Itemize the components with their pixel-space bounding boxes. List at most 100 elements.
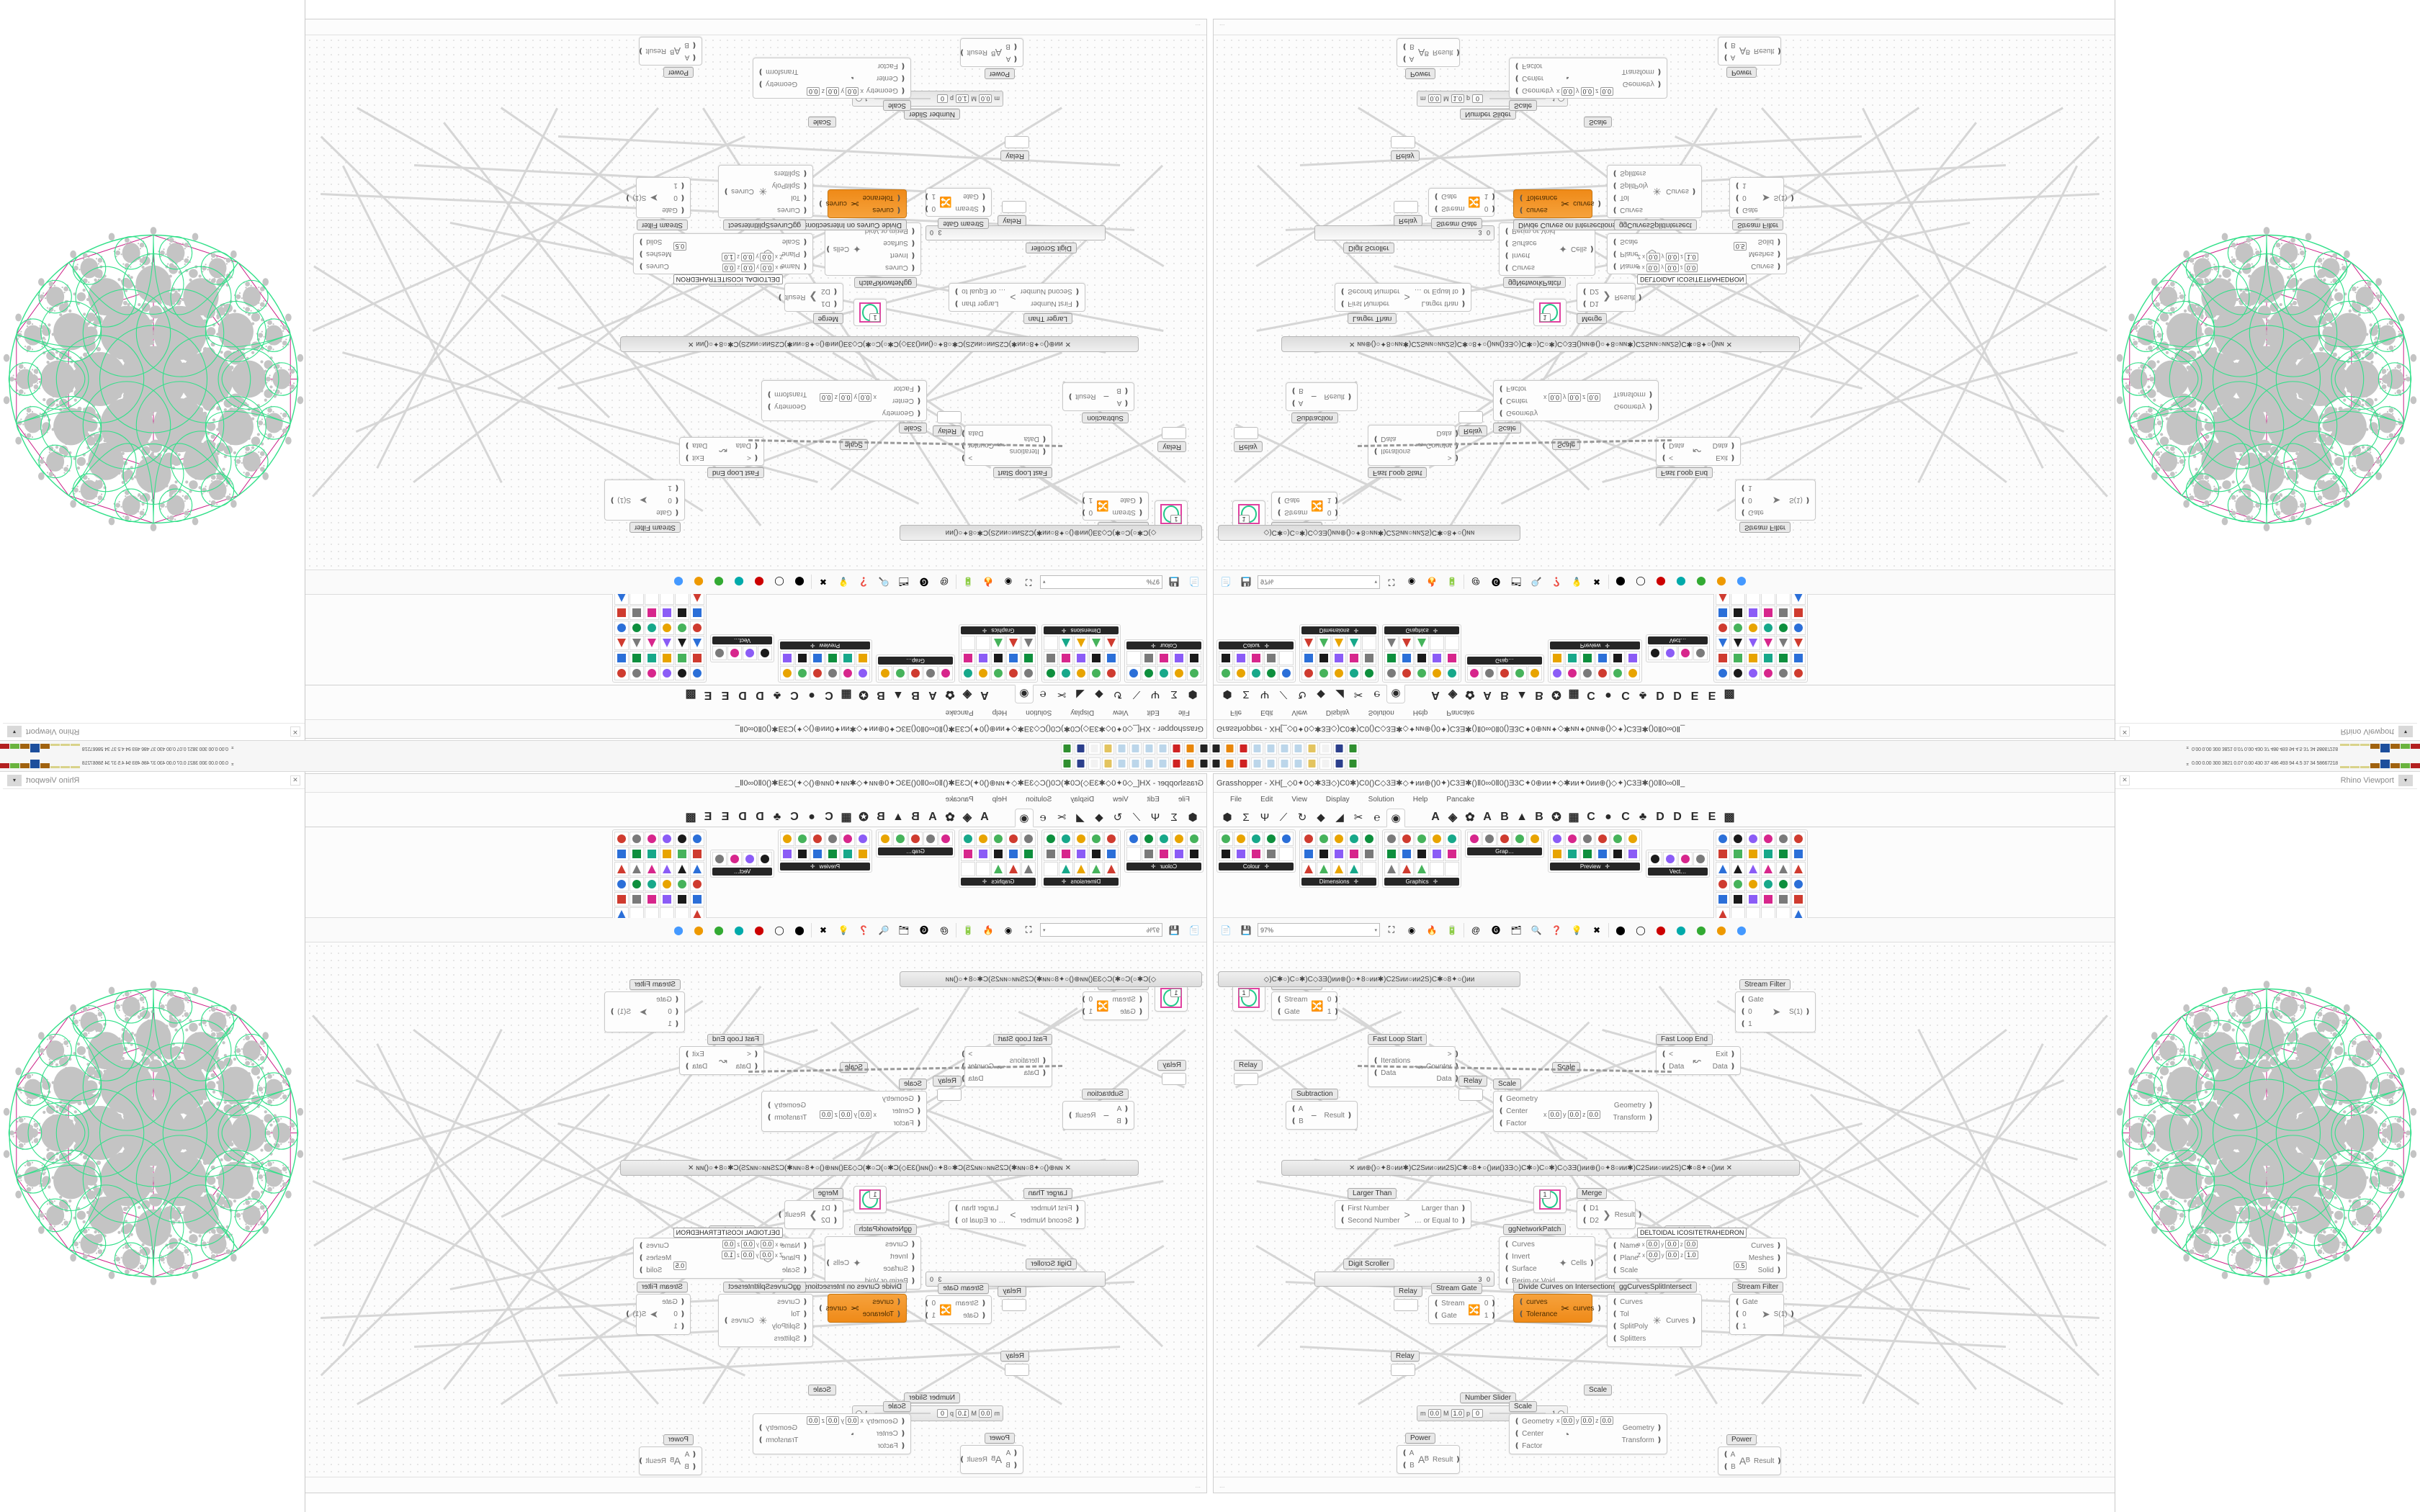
node-relay-2[interactable]: Relay: [933, 411, 962, 438]
grid-dim-icon[interactable]: [1332, 666, 1346, 680]
text-align-icon[interactable]: [1716, 862, 1730, 876]
progress-icon[interactable]: [660, 636, 674, 650]
node-caption[interactable]: Number Slider: [1460, 109, 1516, 120]
output-port-exit[interactable]: Exit ❫: [1716, 1050, 1736, 1058]
vector-red-icon[interactable]: [1648, 646, 1662, 660]
ok-button-icon[interactable]: [660, 666, 674, 680]
input-port-second-number[interactable]: ❪ Second Number: [1340, 1217, 1400, 1225]
numbered-path-icon[interactable]: [1693, 852, 1708, 866]
component-tab-right-8[interactable]: ▦: [1568, 811, 1579, 824]
component-tab-right-0[interactable]: A: [980, 689, 989, 701]
checkbox-icon[interactable]: [1716, 666, 1730, 680]
relay-dot[interactable]: [1394, 201, 1418, 213]
taskbar-icon-list[interactable]: [1210, 742, 1359, 755]
line-dim-icon[interactable]: [1362, 832, 1376, 846]
node-caption[interactable]: ggCurvesSplitIntersect: [1614, 1282, 1697, 1292]
node-caption[interactable]: Divide Curves on Intersections: [799, 220, 907, 230]
zoom-field[interactable]: 97% ▾: [1258, 575, 1380, 589]
component-tab-0[interactable]: ⬢: [1222, 688, 1232, 701]
zoom-field[interactable]: 97% ▾: [1040, 923, 1162, 937]
search-icon[interactable]: 🔍: [878, 924, 889, 935]
component-tab-right-15[interactable]: E: [721, 689, 730, 701]
sphere-blue-icon[interactable]: ⬤: [1736, 577, 1747, 588]
center-z[interactable]: 0.0: [1587, 1110, 1601, 1119]
palette-group-dimensions[interactable]: Dimensions ✛: [1299, 624, 1379, 683]
component-tab-right-15[interactable]: E: [721, 811, 730, 823]
node-param-circle-2[interactable]: 1: [1533, 1184, 1567, 1213]
node-stream-filter-1[interactable]: Stream Filter ❪ Gate ❪ 0 ❪ 1 ➤ S(1) ❫: [624, 177, 691, 233]
vector-green-icon[interactable]: [743, 852, 757, 866]
input-port-1[interactable]: ❪ 1: [1740, 1020, 1752, 1028]
node-param-circle-1[interactable]: 1: [1155, 500, 1188, 529]
input-port-gate[interactable]: ❪ Gate: [662, 1298, 686, 1306]
table-icon[interactable]: [1761, 666, 1775, 680]
palette-expand-icon[interactable]: ✛: [1264, 863, 1270, 870]
leader-icon[interactable]: [1059, 666, 1073, 680]
triangle-mesh-icon[interactable]: [1362, 651, 1376, 665]
input-port-geometry[interactable]: ❪ Geometry: [1514, 86, 1554, 94]
bubbles-pink-icon[interactable]: [1565, 666, 1579, 680]
polyhedron-scale[interactable]: 0.5: [673, 1261, 687, 1270]
node-larger-than[interactable]: Larger Than ❪ First Number ❪ Second Number…: [1335, 1186, 1471, 1229]
input-port-b[interactable]: ❪ B: [1723, 41, 1736, 49]
node-gg-network-patch[interactable]: ggNetworkPatch ❪ Curves ❪ Invert ❪ Surface ❪…: [1499, 1222, 1595, 1290]
link-icon[interactable]: [1006, 651, 1021, 665]
blob-icon[interactable]: [780, 832, 794, 846]
slj-icon[interactable]: [1610, 832, 1625, 846]
node-body[interactable]: ❪ Iterations ❪ Data ↝ > ❫ Counter ❫ Data ❫: [1368, 1046, 1460, 1087]
palette-group-dimensions[interactable]: Dimensions ✛: [1299, 829, 1379, 888]
dim-linear-icon[interactable]: [1301, 847, 1316, 861]
slider-max-value[interactable]: 1.0: [1451, 94, 1465, 103]
chevron-down-icon[interactable]: ▾: [7, 774, 22, 786]
input-port-splitters[interactable]: ❪ Splitters: [1612, 169, 1646, 177]
output-port-cells[interactable]: Cells ❫: [825, 245, 850, 253]
node-merge[interactable]: Merge ❪ D1 ❪ D2 ❯ Result ❫: [1577, 1186, 1643, 1229]
component-tab-right-11[interactable]: C: [1621, 811, 1630, 823]
output-port-cells[interactable]: Cells ❫: [1570, 1259, 1595, 1267]
output-port-transform[interactable]: Transform ❫: [1613, 390, 1654, 399]
hsv-icon[interactable]: [1157, 651, 1171, 665]
folder-icon[interactable]: [1102, 757, 1114, 770]
node-caption-scale-1[interactable]: Scale: [839, 1062, 868, 1073]
component-tab-8[interactable]: ℮: [1373, 811, 1381, 824]
output-port-s-1-[interactable]: S(1) ❫: [609, 1008, 632, 1016]
slider-max-value[interactable]: 1.0: [955, 94, 969, 103]
output-port-s-1-[interactable]: S(1) ❫: [1788, 1008, 1811, 1016]
firefox-icon[interactable]: [1224, 742, 1236, 755]
node-caption[interactable]: Scale: [898, 1079, 927, 1089]
node-relay-4[interactable]: Relay: [1000, 136, 1029, 163]
canvas-group-bar-1[interactable]: ✕ ии⊕()○✦8○ии✱)C2Sии○ии2S)C✱○8✦○()ии()3Ǝ…: [620, 1160, 1139, 1176]
crossing-icon[interactable]: ✖: [1592, 924, 1601, 935]
org-chart-icon[interactable]: [645, 606, 659, 620]
list2-icon[interactable]: [1791, 651, 1806, 665]
component-tab-right-10[interactable]: ●: [808, 811, 815, 823]
palette-expand-icon[interactable]: ✛: [1353, 627, 1359, 634]
output-port---or-equal-to[interactable]: … or Equal to ❫: [954, 1217, 1006, 1225]
folder-icon[interactable]: [1306, 742, 1318, 755]
rhino-viewport-canvas[interactable]: [2115, 0, 2417, 723]
center2-z[interactable]: 0.0: [806, 87, 820, 96]
notepad-icon[interactable]: [1278, 742, 1291, 755]
polyhedron-name-field[interactable]: DELTOIDAL ICOSITETRAHEDRON: [1637, 274, 1747, 284]
plane-origin-y[interactable]: 0.0: [1665, 1240, 1679, 1248]
menu-item-display[interactable]: Display: [1325, 708, 1350, 717]
tag-x-icon[interactable]: [1301, 832, 1316, 846]
sphere-white-icon[interactable]: ◯: [1636, 924, 1646, 935]
node-scale-1[interactable]: Scale❪ Geometry❪ Center❪ Factor◔Geometry…: [761, 1076, 927, 1132]
component-tab-0[interactable]: ⬢: [1222, 811, 1232, 824]
output-port-curves[interactable]: Curves ❫: [723, 1316, 754, 1325]
palette-expand-icon[interactable]: ✛: [1605, 642, 1610, 649]
input-port-center[interactable]: ❪ Center: [892, 397, 922, 405]
palette-expand-icon[interactable]: ✛: [982, 878, 987, 885]
output-port-exit[interactable]: Exit ❫: [1716, 454, 1736, 462]
polygon-dots-icon[interactable]: [1415, 847, 1429, 861]
circle-param-body[interactable]: 1: [1232, 500, 1265, 528]
output-port-0[interactable]: 0 ❫: [1327, 508, 1340, 516]
hearts-pink-icon[interactable]: [825, 847, 840, 861]
node-body[interactable]: ❪ A ❪ B Aᴮ Result ❫: [959, 38, 1023, 67]
center2-x[interactable]: 0.0: [845, 1416, 859, 1425]
node-divide-curves[interactable]: Divide Curves on Intersections ❪ curves ❪ …: [799, 1279, 907, 1323]
blank-icon[interactable]: [1088, 757, 1101, 770]
mesh-tree-icon[interactable]: [1610, 651, 1625, 665]
center-x[interactable]: 0.0: [858, 1110, 872, 1119]
